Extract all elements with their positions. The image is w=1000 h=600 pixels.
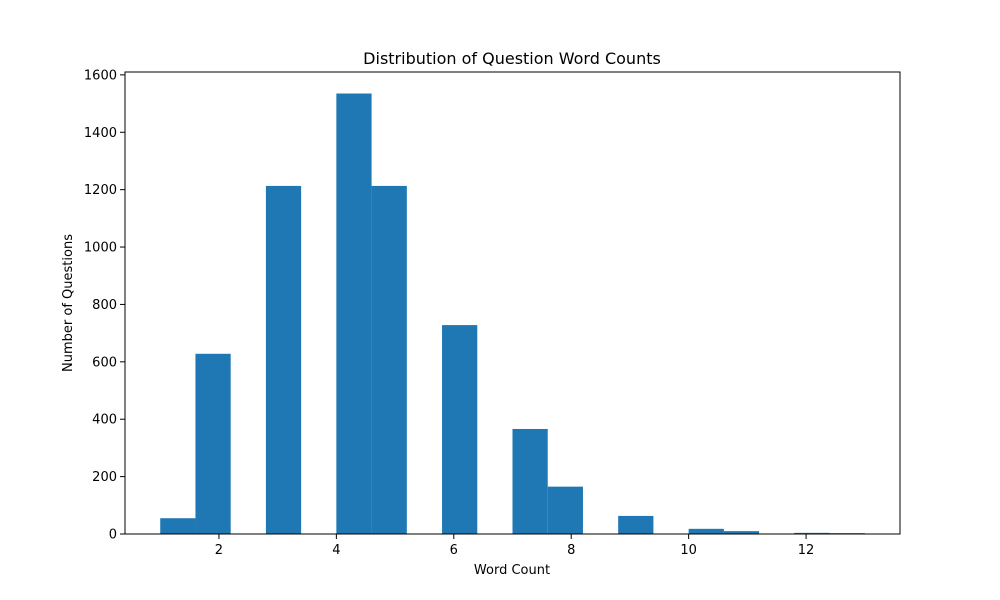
y-tick-label: 200 bbox=[92, 470, 117, 485]
y-tick-label: 1600 bbox=[84, 68, 117, 83]
histogram-bar-10 bbox=[512, 428, 548, 534]
x-tick-label: 8 bbox=[567, 543, 575, 558]
x-axis-title: Word Count bbox=[474, 563, 550, 578]
x-axis-ticks: 2 4 6 8 10 12 bbox=[215, 534, 815, 558]
histogram-bar-16 bbox=[723, 531, 760, 534]
y-tick-label: 1000 bbox=[84, 241, 117, 256]
y-axis-ticks: 0 200 400 600 800 1000 1200 1400 1600 bbox=[84, 68, 125, 543]
histogram-bar-15 bbox=[688, 528, 724, 534]
histogram-bar-6 bbox=[371, 185, 407, 535]
histogram-bar-8 bbox=[442, 325, 478, 534]
y-axis-title: Number of Questions bbox=[61, 234, 76, 372]
bars-group bbox=[160, 93, 865, 535]
x-tick-label: 2 bbox=[215, 543, 223, 558]
histogram-bar-11 bbox=[547, 486, 583, 534]
histogram-bar-1 bbox=[195, 353, 231, 534]
x-tick-label: 12 bbox=[798, 543, 815, 558]
x-tick-label: 4 bbox=[332, 543, 340, 558]
y-tick-label: 400 bbox=[92, 413, 117, 428]
histogram-bar-5 bbox=[336, 93, 372, 535]
chart-title: Distribution of Question Word Counts bbox=[363, 49, 661, 68]
x-tick-label: 10 bbox=[680, 543, 697, 558]
histogram-bar-13 bbox=[618, 515, 654, 534]
histogram-bar-3 bbox=[265, 185, 302, 535]
y-tick-label: 0 bbox=[109, 528, 117, 543]
y-tick-label: 800 bbox=[92, 298, 117, 313]
y-tick-label: 1200 bbox=[84, 183, 117, 198]
y-tick-label: 600 bbox=[92, 355, 117, 370]
histogram-bar-18 bbox=[794, 532, 830, 534]
histogram-bar-0 bbox=[160, 518, 196, 534]
x-tick-label: 6 bbox=[450, 543, 458, 558]
y-tick-label: 1400 bbox=[84, 126, 117, 141]
plot-frame bbox=[124, 71, 901, 535]
